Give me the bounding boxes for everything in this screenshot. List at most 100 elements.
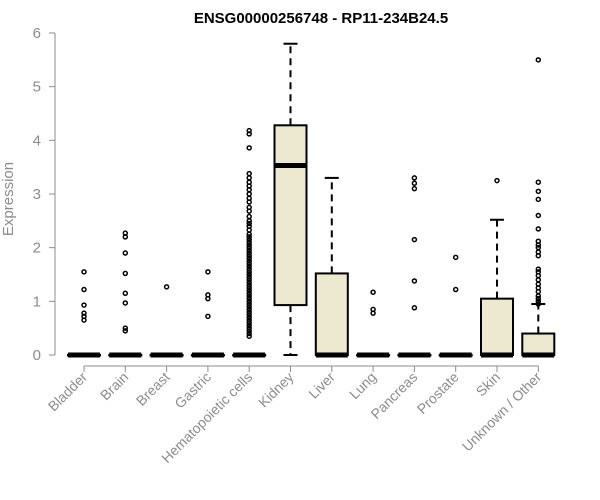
box-skin [480, 177, 514, 358]
x-tick-label: Breast [133, 369, 173, 409]
iqr-box [480, 297, 514, 356]
outlier-point [535, 295, 542, 302]
y-tick-label: 4 [33, 132, 41, 149]
outlier-point [411, 278, 418, 284]
outlier-point [535, 226, 542, 232]
box-unknown-other [521, 57, 556, 358]
outlier-point [370, 310, 376, 316]
outlier-point [535, 272, 542, 279]
iqr-box [273, 124, 308, 307]
outlier-point [246, 227, 252, 233]
y-axis: 0 1 2 3 4 5 6 [33, 25, 56, 364]
x-tick-label: Kidney [255, 369, 297, 411]
x-tick-label: Skin [473, 369, 504, 400]
y-tick-label: 3 [33, 186, 41, 203]
outlier-point [246, 285, 252, 291]
outlier-point [246, 261, 252, 267]
outlier-point [246, 274, 252, 280]
box-kidney [273, 42, 308, 356]
outlier-point [246, 218, 252, 224]
outlier-point [452, 286, 459, 293]
outlier-point [81, 302, 87, 308]
outlier-point [411, 185, 418, 192]
outlier-point [535, 277, 542, 283]
x-tick-label: Prostate [414, 369, 462, 417]
x-tick-label: Liver [305, 369, 338, 402]
outlier-point [246, 317, 252, 323]
outlier-point [246, 269, 252, 275]
outlier-point [246, 266, 252, 272]
outlier-point [246, 263, 252, 270]
outlier-point [246, 131, 252, 137]
outlier-point [122, 234, 129, 240]
outlier-point [246, 290, 252, 297]
outlier-point [122, 300, 129, 306]
outlier-point [535, 288, 542, 295]
x-tick-label: Bladder [45, 369, 91, 415]
box-liver [314, 176, 349, 358]
outlier-point [246, 191, 252, 197]
box-prostate [438, 254, 473, 358]
outlier-point [246, 314, 252, 321]
outlier-point [246, 298, 252, 305]
outlier-point [246, 295, 252, 302]
outlier-point [246, 220, 252, 227]
outlier-point [370, 289, 376, 295]
outlier-point [246, 199, 252, 205]
outlier-point [122, 270, 129, 277]
y-tick-label: 6 [33, 25, 41, 42]
outlier-point [163, 284, 170, 290]
outlier-point [246, 301, 252, 307]
outlier-point [205, 295, 211, 302]
outlier-point [246, 208, 252, 214]
outlier-point [411, 175, 418, 181]
box-lung [356, 289, 391, 358]
outlier-point [246, 186, 252, 193]
box-pancreas [397, 175, 432, 358]
outlier-point [535, 196, 542, 203]
outlier-point [246, 236, 252, 243]
outlier-point [411, 236, 418, 243]
x-tick-label: Lung [346, 369, 379, 402]
outlier-point [246, 303, 252, 310]
outlier-point [411, 305, 418, 311]
outlier-point [81, 286, 87, 293]
outlier-point [246, 271, 252, 278]
outlier-point [246, 322, 252, 329]
outlier-point [246, 231, 252, 237]
box-bladder [67, 269, 101, 358]
outlier-point [535, 212, 542, 219]
outlier-point [246, 250, 252, 256]
outlier-point [246, 242, 252, 248]
outlier-point [411, 180, 418, 187]
outlier-point [246, 170, 252, 177]
outlier-point [535, 179, 542, 185]
x-tick-label: Brain [97, 369, 131, 403]
outlier-point [246, 282, 252, 288]
outlier-point [81, 310, 87, 316]
outlier-point [205, 313, 211, 320]
outlier-point [246, 333, 252, 339]
box-hematopoietic-cells [232, 127, 267, 358]
outlier-point [246, 252, 252, 259]
outlier-point [246, 279, 252, 286]
outlier-point [246, 255, 252, 262]
iqr-box [314, 272, 349, 356]
outlier-point [246, 244, 252, 251]
outlier-point [535, 298, 542, 305]
outlier-point [246, 175, 252, 181]
outlier-point [246, 330, 252, 337]
outlier-point [246, 325, 252, 331]
outlier-point [246, 277, 252, 283]
outlier-point [535, 293, 542, 299]
outlier-point [246, 287, 252, 294]
outlier-point [535, 242, 542, 248]
outlier-point [246, 213, 252, 220]
outlier-point [122, 325, 129, 331]
outlier-point [535, 301, 542, 307]
outlier-point [246, 328, 252, 334]
boxes-layer [67, 42, 556, 358]
iqr-box [521, 332, 556, 356]
